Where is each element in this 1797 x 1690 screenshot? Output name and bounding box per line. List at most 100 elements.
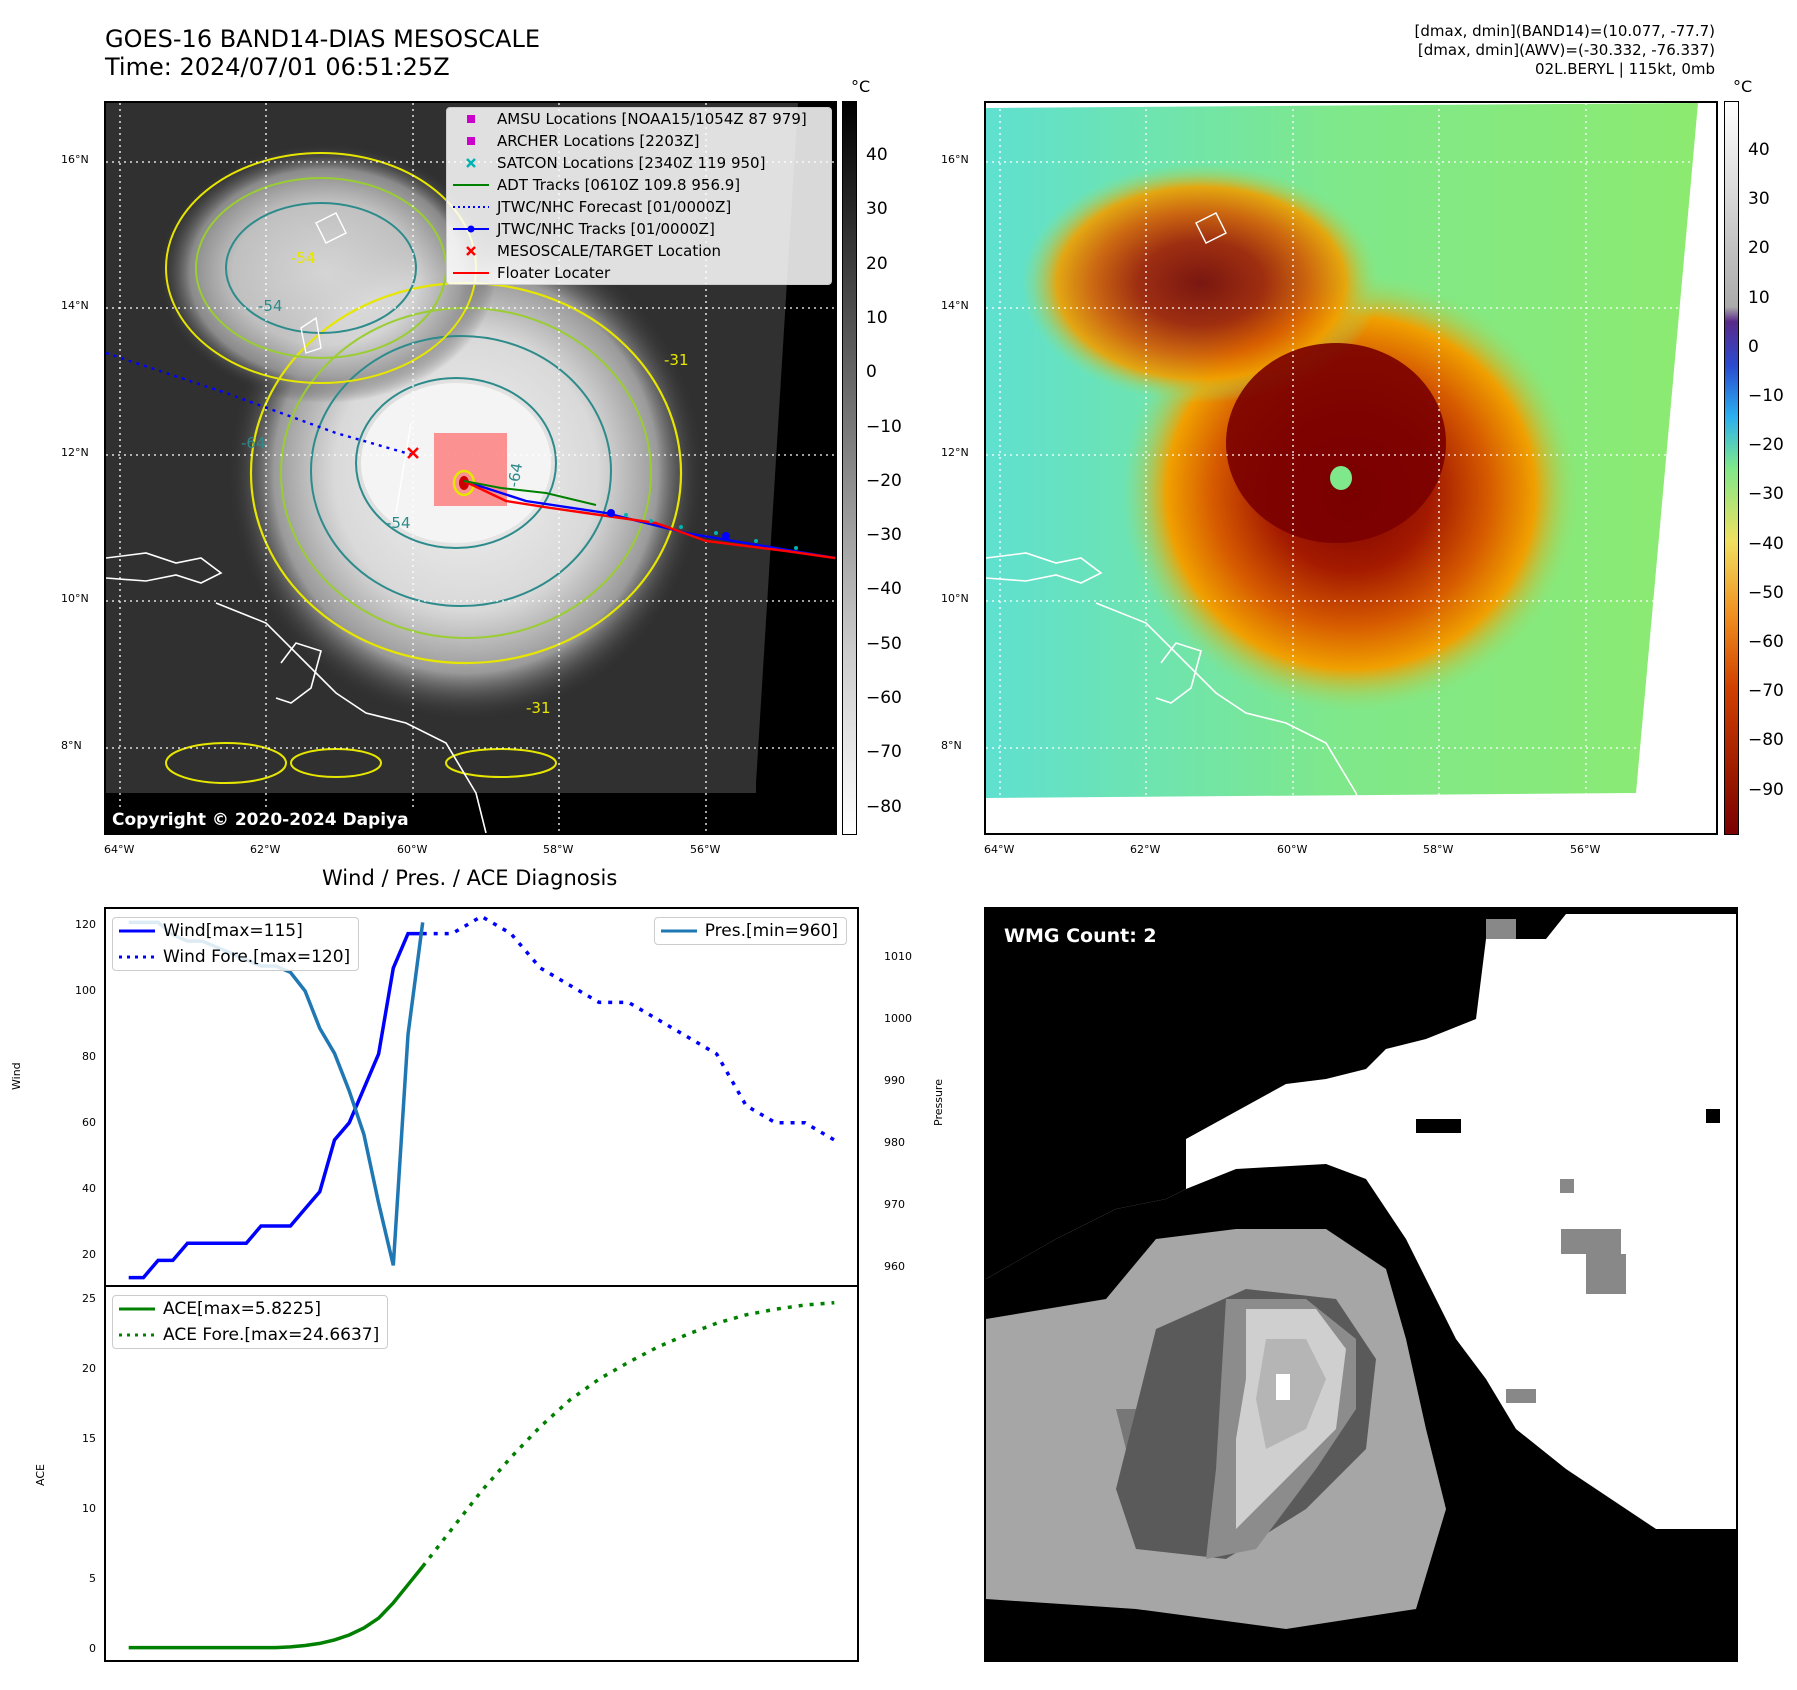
colorbar-tick-label: 20 (1748, 238, 1770, 259)
axis-tick-label: 60 (82, 1116, 96, 1129)
legend-key-ace-fore (119, 1332, 155, 1338)
colorbar-tick-label: 0 (866, 362, 877, 383)
colorbar-tick-label: −90 (1748, 779, 1784, 800)
axis-tick-label: 5 (89, 1572, 96, 1585)
wmg-graphic (986, 909, 1736, 1660)
lon-tick-label: 56°W (1570, 843, 1601, 856)
map-legend-item: AMSU Locations [NOAA15/1054Z 87 979] (447, 108, 831, 130)
colorbar-tick-label: −30 (866, 525, 902, 546)
colorbar-tick-label: −30 (1748, 484, 1784, 505)
awv-map-panel (984, 101, 1718, 835)
colorbar-tick-label: 20 (866, 253, 888, 274)
colorbar-tick-label: 40 (1748, 140, 1770, 160)
wmg-count-badge: WMG Count: 2 (996, 921, 1165, 951)
lat-tick-label: 14°N (61, 299, 89, 312)
colorbar-right-unit: °C (1733, 77, 1753, 96)
jtwc-track (463, 479, 835, 560)
wind-legend: Wind[max=115] Wind Fore.[max=120] (112, 917, 360, 971)
map-legend-item: JTWC/NHC Tracks [01/0000Z] (447, 218, 831, 240)
lat-tick-label: 16°N (941, 153, 969, 166)
map-legend-marker (453, 201, 489, 213)
legend-wind: Wind[max=115] (163, 921, 303, 941)
map-legend-marker (453, 135, 489, 147)
legend-key-wind-fore (119, 954, 155, 960)
contour-label: -31 (526, 699, 551, 717)
map-legend-label: JTWC/NHC Forecast [01/0000Z] (497, 198, 732, 216)
axis-tick-label: 20 (82, 1248, 96, 1261)
pressure-series-line (128, 920, 425, 1266)
info-line-3: 02L.BERYL | 115kt, 0mb (1535, 60, 1715, 78)
figure-title: GOES-16 BAND14-DIAS MESOSCALE Time: 2024… (105, 25, 540, 81)
axis-tick-label: 1010 (884, 950, 912, 963)
lat-tick-label: 16°N (61, 153, 89, 166)
legend-pres: Pres.[min=960] (704, 921, 838, 941)
storm-info: [dmax, dmin](BAND14)=(10.077, -77.7) [dm… (1415, 22, 1715, 79)
contour-label: -54 (258, 297, 283, 315)
axis-tick-label: 120 (75, 918, 96, 931)
lat-tick-label: 10°N (61, 592, 89, 605)
ace-series-line (128, 1565, 425, 1650)
title-line-1: GOES-16 BAND14-DIAS MESOSCALE (105, 25, 541, 53)
lon-tick-label: 64°W (984, 843, 1015, 856)
colorbar-tick-label: −10 (866, 416, 902, 437)
legend-wind-fore: Wind Fore.[max=120] (163, 947, 351, 967)
lat-tick-label: 12°N (941, 446, 969, 459)
ace-legend: ACE[max=5.8225] ACE Fore.[max=24.6637] (112, 1295, 389, 1349)
contour-label: -64 (241, 434, 266, 452)
lon-tick-label: 58°W (1423, 843, 1454, 856)
axis-tick-label: 100 (75, 984, 96, 997)
colorbar-tick-label: −70 (866, 742, 902, 763)
colorbar-tick-label: −60 (866, 688, 902, 708)
map-legend-label: SATCON Locations [2340Z 119 950] (497, 154, 766, 172)
contour-label: -31 (664, 351, 689, 369)
info-line-1: [dmax, dmin](BAND14)=(10.077, -77.7) (1414, 22, 1715, 40)
adt-track (463, 480, 597, 506)
axis-tick-label: 15 (82, 1432, 96, 1445)
colorbar-tick-label: 10 (1748, 287, 1770, 308)
map-legend-label: ADT Tracks [0610Z 109.8 956.9] (497, 176, 741, 194)
lat-tick-label: 14°N (941, 299, 969, 312)
lat-tick-label: 12°N (61, 446, 89, 459)
diagnosis-title: Wind / Pres. / ACE Diagnosis (322, 866, 618, 890)
lat-tick-label: 8°N (941, 739, 962, 752)
ace-axis-label: ACE (34, 1464, 47, 1486)
colorbar-tick-label: −70 (1748, 681, 1784, 702)
colorbar-tick-label: −80 (1748, 730, 1784, 751)
colorbar-tick-label: −20 (866, 470, 902, 491)
ace-chart (128, 1300, 835, 1650)
colorbar-tick-label: 0 (1748, 336, 1759, 357)
map-legend-label: AMSU Locations [NOAA15/1054Z 87 979] (497, 110, 807, 128)
colorbar-right (1724, 101, 1739, 835)
forecast-track (106, 351, 414, 457)
map-legend-item: Floater Locater (447, 262, 831, 284)
colorbar-tick-label: 40 (866, 145, 888, 165)
axis-tick-label: 25 (82, 1292, 96, 1305)
axis-tick-label: 40 (82, 1182, 96, 1195)
lat-tick-label: 8°N (61, 739, 82, 752)
floater-locater-track (463, 479, 835, 560)
colorbar-tick-label: −50 (866, 633, 902, 654)
map-legend-label: MESOSCALE/TARGET Location (497, 242, 722, 260)
legend-ace: ACE[max=5.8225] (163, 1299, 321, 1319)
map-legend-item: MESOSCALE/TARGET Location (447, 240, 831, 262)
lon-tick-label: 62°W (250, 843, 281, 856)
map-legend-item: SATCON Locations [2340Z 119 950] (447, 152, 831, 174)
title-line-2: Time: 2024/07/01 06:51:25Z (105, 53, 450, 81)
lon-tick-label: 62°W (1130, 843, 1161, 856)
legend-key-wind (119, 928, 155, 934)
map-legend-label: JTWC/NHC Tracks [01/0000Z] (497, 220, 715, 238)
wind-series-line (422, 914, 836, 1142)
axis-tick-label: 960 (884, 1260, 905, 1273)
lon-tick-label: 60°W (1277, 843, 1308, 856)
awv-eye (1330, 466, 1352, 490)
map-legend-item: ADT Tracks [0610Z 109.8 956.9] (447, 174, 831, 196)
map-legend-item: JTWC/NHC Forecast [01/0000Z] (447, 196, 831, 218)
colorbar-tick-label: −10 (1748, 386, 1784, 406)
colorbar-tick-label: 10 (866, 307, 888, 328)
wind-axis-label: Wind (10, 1062, 23, 1090)
lat-tick-label: 10°N (941, 592, 969, 605)
axis-tick-label: 20 (82, 1362, 96, 1375)
axis-tick-label: 80 (82, 1050, 96, 1063)
axis-tick-label: 1000 (884, 1012, 912, 1025)
pressure-axis-label: Pressure (932, 1079, 945, 1126)
